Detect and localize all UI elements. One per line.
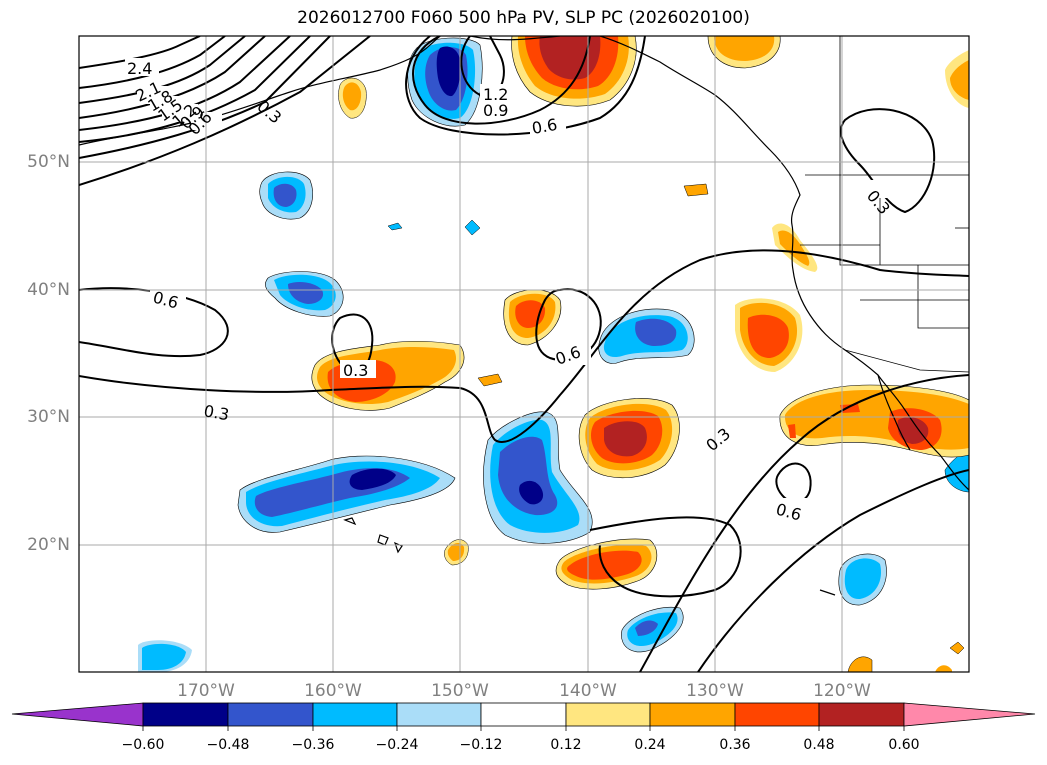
graticule [79,36,969,672]
lat-label-30n: 30°N [27,407,70,427]
colorbar-tick: 0.12 [550,737,582,753]
lon-label-120w: 120°W [813,681,871,701]
colorbar-bin [818,702,905,727]
pv-positive-anomalies [311,36,969,672]
contour-label: 2.4 [127,59,152,78]
contour-label: 1.2 [483,85,508,104]
colorbar-bin [312,702,398,727]
lat-label-40n: 40°N [27,280,70,300]
colorbar-bin [227,702,314,727]
colorbar-bin [565,702,651,727]
colorbar-bin [649,702,736,727]
colorbar-bin [734,702,820,727]
map-title: 2026012700 F060 500 hPa PV, SLP PC (2026… [297,8,750,28]
colorbar-tick: −0.60 [121,737,165,753]
colorbar [11,702,1036,731]
colorbar-bin [480,702,567,727]
colorbar-extend-low [11,702,144,727]
contour-label-backgrounds [125,58,896,516]
colorbar-bin [396,702,482,727]
colorbar-bin [142,702,229,727]
colorbar-tick: 0.48 [803,737,835,753]
lat-label-20n: 20°N [27,535,70,555]
contour-label: 0.6 [530,115,558,138]
contour-label: 0.3 [202,401,230,424]
lon-label-170w: 170°W [177,681,235,701]
map-area [79,36,969,672]
lon-label-130w: 130°W [686,681,744,701]
colorbar-tick: −0.12 [459,737,503,753]
lon-label-140w: 140°W [559,681,617,701]
colorbar-tick: −0.48 [206,737,250,753]
lon-label-160w: 160°W [304,681,362,701]
colorbar-tick: 0.60 [888,737,920,753]
colorbar-tick: −0.24 [375,737,419,753]
colorbar-tick: 0.36 [719,737,751,753]
contour-label: 0.9 [483,101,508,120]
contour-label: 0.3 [343,361,368,380]
lon-label-150w: 150°W [431,681,489,701]
colorbar-tick: 0.24 [634,737,666,753]
colorbar-extend-high [903,702,1036,727]
lat-label-50n: 50°N [27,152,70,172]
colorbar-tick: −0.36 [291,737,335,753]
slp-contours [79,36,969,672]
map-frame [78,35,970,673]
political-borders [800,36,969,373]
